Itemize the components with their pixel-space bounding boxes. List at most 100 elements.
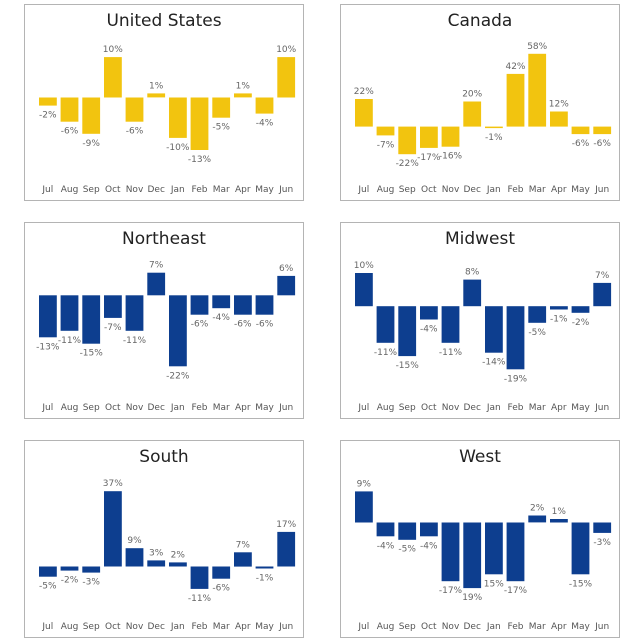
bar xyxy=(485,522,503,575)
bar xyxy=(441,306,460,343)
bar xyxy=(398,126,417,155)
data-label: -5% xyxy=(528,328,546,338)
data-label: 12% xyxy=(549,100,569,110)
tick-label: Dec xyxy=(147,403,164,413)
data-label: -6% xyxy=(212,584,230,594)
data-label: 22% xyxy=(354,87,374,97)
tick-label: Mar xyxy=(529,403,546,413)
tick-label: Jun xyxy=(594,403,609,413)
tick-label: Jan xyxy=(170,622,185,632)
bar xyxy=(528,515,547,523)
data-label: -6% xyxy=(126,127,144,137)
tick-label: Sep xyxy=(399,622,416,632)
tick-label: Sep xyxy=(83,403,100,413)
bar xyxy=(528,306,547,323)
data-label: -15% xyxy=(569,579,593,589)
bar xyxy=(212,97,231,118)
data-label: -5% xyxy=(39,582,57,592)
tick-label: Jan xyxy=(170,403,185,413)
bar xyxy=(169,97,187,138)
tick-label: Jul xyxy=(357,403,369,413)
chart-svg: -13% Jul -11% Aug -15% Sep -7% Oct -11% Nov 7% Dec -… xyxy=(36,261,296,413)
bar xyxy=(420,126,438,148)
data-label: -4% xyxy=(212,313,230,323)
tick-label: Oct xyxy=(105,622,121,632)
data-label: -11% xyxy=(439,348,463,358)
tick-label: Nov xyxy=(442,185,460,195)
tick-label: Jan xyxy=(486,403,501,413)
bar xyxy=(104,491,122,567)
data-label: -6% xyxy=(234,320,252,330)
bar xyxy=(506,306,525,370)
bar xyxy=(234,93,252,98)
bar xyxy=(234,552,252,567)
tick-label: Apr xyxy=(551,403,567,413)
tick-label: Aug xyxy=(377,622,395,632)
bar xyxy=(125,548,144,567)
data-label: -15% xyxy=(396,361,420,371)
tick-label: Feb xyxy=(508,622,524,632)
tick-label: Dec xyxy=(147,185,164,195)
bar xyxy=(169,562,187,567)
data-label: -2% xyxy=(61,576,79,586)
bar xyxy=(550,306,568,310)
bar xyxy=(420,306,438,320)
tick-label: Jul xyxy=(357,622,369,632)
tick-label: Feb xyxy=(192,185,208,195)
data-label: -9% xyxy=(82,139,100,149)
data-label: 58% xyxy=(527,42,547,52)
tick-label: Dec xyxy=(463,185,480,195)
tick-label: Sep xyxy=(83,622,100,632)
tick-label: Apr xyxy=(551,185,567,195)
bar xyxy=(398,306,417,357)
bar xyxy=(355,491,373,523)
data-label: 8% xyxy=(465,268,480,278)
bar xyxy=(550,111,568,127)
tick-label: Aug xyxy=(61,185,79,195)
tick-label: Sep xyxy=(399,403,416,413)
data-label: 7% xyxy=(595,271,610,281)
chart-title: Midwest xyxy=(444,229,516,249)
data-label: -16% xyxy=(439,152,463,162)
tick-label: Jun xyxy=(278,185,293,195)
data-label: -4% xyxy=(377,541,395,551)
data-label: -3% xyxy=(593,538,611,548)
data-label: -7% xyxy=(377,140,395,150)
data-label: -10% xyxy=(166,143,190,153)
chart-svg: -2% Jul -6% Aug -9% Sep 10% Oct -6% Nov 1% Dec -10% J… xyxy=(39,45,297,195)
bar xyxy=(398,522,417,540)
tick-label: Jul xyxy=(357,185,369,195)
tick-label: Apr xyxy=(235,622,251,632)
bar xyxy=(190,97,209,150)
bar xyxy=(376,306,395,343)
tick-label: Oct xyxy=(421,185,437,195)
tick-label: Jan xyxy=(170,185,185,195)
data-label: -1% xyxy=(550,315,568,325)
data-label: 42% xyxy=(505,62,525,72)
bar xyxy=(190,295,209,315)
tick-label: Sep xyxy=(83,185,100,195)
chart-svg: 22% Jul -7% Aug -22% Sep -17% Oct -16% Nov 20% Dec -… xyxy=(354,42,612,195)
bar xyxy=(593,522,612,533)
bar xyxy=(463,522,482,589)
tick-label: Jul xyxy=(41,185,53,195)
bar xyxy=(104,57,122,98)
bar xyxy=(82,97,101,134)
bar xyxy=(255,295,274,315)
data-label: -5% xyxy=(212,123,230,133)
bar xyxy=(485,306,503,353)
bar xyxy=(147,560,166,567)
bar xyxy=(528,53,547,127)
data-label: 1% xyxy=(552,507,567,517)
tick-label: Dec xyxy=(463,403,480,413)
data-label: 15% xyxy=(484,579,504,589)
tick-label: Apr xyxy=(235,403,251,413)
data-label: -6% xyxy=(593,139,611,149)
tick-label: Jun xyxy=(594,185,609,195)
bar xyxy=(571,306,590,313)
tick-label: May xyxy=(255,185,274,195)
tick-label: Jul xyxy=(41,622,53,632)
data-label: -14% xyxy=(482,358,506,368)
tick-label: Nov xyxy=(442,622,460,632)
tick-label: May xyxy=(571,622,590,632)
